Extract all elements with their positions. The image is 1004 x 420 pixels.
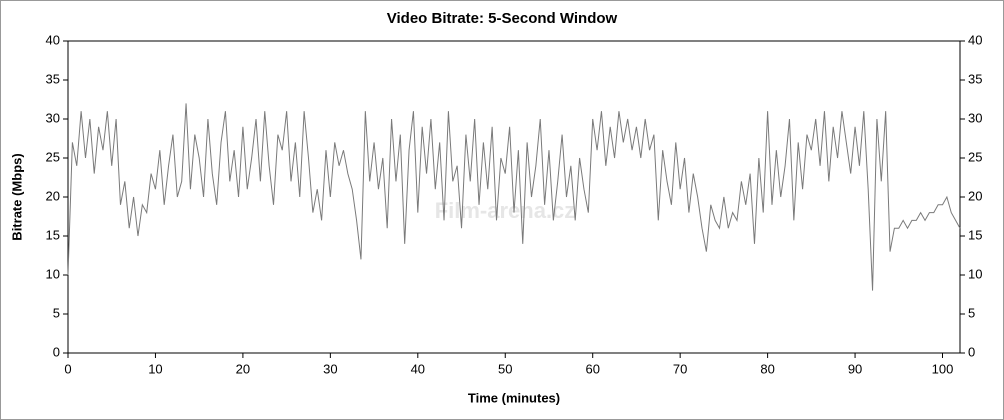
y-tick-label: 20	[46, 188, 60, 203]
y-tick-label: 0	[53, 344, 60, 359]
y-axis-label: Bitrate (Mbps)	[9, 153, 24, 240]
x-axis-label: Time (minutes)	[468, 390, 560, 405]
y-tick-label: 30	[46, 110, 60, 125]
y2-tick-label: 25	[968, 149, 982, 164]
y2-tick-label: 30	[968, 110, 982, 125]
x-tick-label: 60	[585, 361, 599, 376]
x-tick-label: 30	[323, 361, 337, 376]
y2-tick-label: 10	[968, 266, 982, 281]
x-tick-label: 80	[760, 361, 774, 376]
x-tick-label: 70	[673, 361, 687, 376]
x-tick-label: 20	[236, 361, 250, 376]
y2-tick-label: 15	[968, 227, 982, 242]
bitrate-line	[67, 103, 961, 291]
x-tick-label: 40	[411, 361, 425, 376]
y2-tick-label: 40	[968, 32, 982, 47]
y-tick-label: 35	[46, 71, 60, 86]
y2-tick-label: 35	[968, 71, 982, 86]
y-tick-label: 15	[46, 227, 60, 242]
y-tick-label: 5	[53, 305, 60, 320]
y2-tick-label: 20	[968, 188, 982, 203]
x-tick-label: 10	[148, 361, 162, 376]
x-tick-label: 0	[64, 361, 71, 376]
y-tick-label: 10	[46, 266, 60, 281]
chart-title: Video Bitrate: 5-Second Window	[387, 10, 618, 27]
y2-tick-label: 5	[968, 305, 975, 320]
y2-tick-label: 0	[968, 344, 975, 359]
x-tick-label: 50	[498, 361, 512, 376]
y-tick-label: 40	[46, 32, 60, 47]
x-tick-label: 100	[932, 361, 954, 376]
y-tick-label: 25	[46, 149, 60, 164]
x-tick-label: 90	[848, 361, 862, 376]
